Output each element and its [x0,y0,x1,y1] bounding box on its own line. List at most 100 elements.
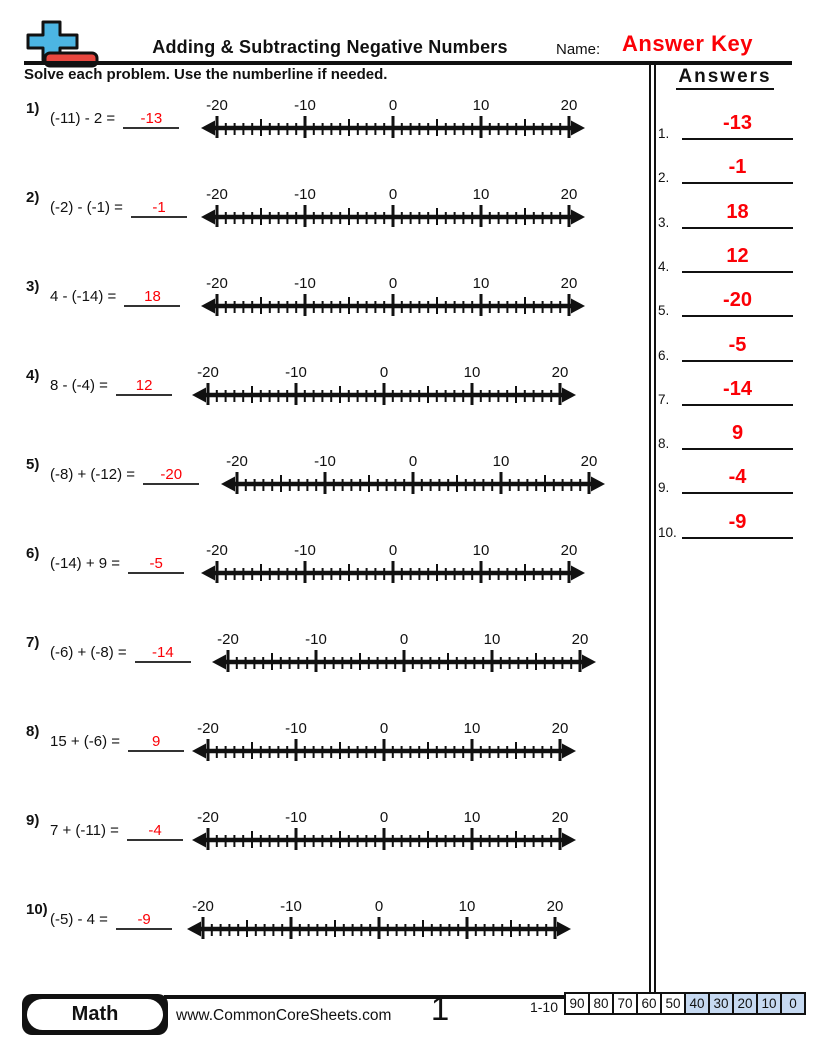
problem-equation: (-5) - 4 = -9 [50,911,173,930]
svg-text:10: 10 [473,275,490,292]
score-cell: 70 [612,994,636,1013]
answer-item: 5. -20 [656,287,796,321]
answer-item: 1. -13 [656,110,796,144]
svg-text:-20: -20 [226,453,248,470]
answer-number: 8. [658,436,670,452]
score-cell: 50 [660,994,684,1013]
answer-number: 2. [658,170,670,186]
numberline: -20 -10 0 10 20 [201,275,585,316]
svg-text:-20: -20 [206,186,228,203]
problem-answer: 9 [152,733,161,750]
svg-text:20: 20 [552,364,569,381]
svg-text:0: 0 [380,809,388,826]
problem-equation: 4 - (-14) = 18 [50,288,181,307]
svg-text:0: 0 [389,275,397,292]
problem-row: 2) (-2) - (-1) = -1 -20 -10 0 10 20 [0,184,656,250]
problem-expression: 15 + (-6) = [50,733,121,750]
svg-text:0: 0 [389,186,397,203]
problem-number: 7) [26,634,40,651]
problem-number: 4) [26,367,40,384]
problem-row: 10) (-5) - 4 = -9 -20 -10 0 10 20 [0,896,656,962]
problem-number: 10) [26,901,48,918]
svg-text:20: 20 [581,453,598,470]
answer-key-label: Answer Key [622,31,753,56]
problem-row: 3) 4 - (-14) = 18 -20 -10 0 10 20 [0,273,656,339]
problem-number: 5) [26,456,40,473]
problem-equation: (-8) + (-12) = -20 [50,466,200,485]
svg-text:-10: -10 [305,631,327,648]
problem-answer: -1 [152,199,166,216]
problem-equation: (-2) - (-1) = -1 [50,199,188,218]
numberline: -20 -10 0 10 20 [201,97,585,138]
problem-answer: 12 [135,377,153,394]
problem-expression: (-8) + (-12) = [50,466,136,483]
score-range-label: 1-10 [529,999,558,1015]
answer-blank: -1 [131,199,188,218]
instruction-text: Solve each problem. Use the numberline i… [24,66,388,83]
problem-expression: 8 - (-4) = [50,377,108,394]
problem-equation: (-6) + (-8) = -14 [50,644,191,663]
svg-text:20: 20 [561,275,578,292]
svg-text:10: 10 [464,364,481,381]
score-table: 90 80 70 60 50 40 30 20 10 0 [564,992,806,1015]
answer-blank-line: 18 [682,199,793,229]
subject-badge: Math [22,994,168,1035]
numberline: -20 -10 0 10 20 [192,809,576,850]
answer-blank: -20 [143,466,200,485]
answer-blank: -14 [134,644,191,663]
problem-answer: -5 [149,555,163,572]
svg-text:10: 10 [484,631,501,648]
numberline: -20 -10 0 10 20 [221,453,605,494]
answer-number: 5. [658,303,670,319]
problem-answer: -9 [137,911,151,928]
answer-item: 9. -4 [656,464,796,498]
svg-text:0: 0 [400,631,408,648]
problem-expression: (-2) - (-1) = [50,199,123,216]
problem-equation: 8 - (-4) = 12 [50,377,173,396]
svg-text:20: 20 [552,720,569,737]
svg-text:10: 10 [464,809,481,826]
score-cell: 90 [566,994,588,1013]
score-cell: 30 [708,994,732,1013]
problem-expression: (-11) - 2 = [50,110,116,127]
svg-text:20: 20 [572,631,589,648]
answer-blank: -13 [123,110,180,129]
answer-number: 9. [658,480,670,496]
problem-row: 9) 7 + (-11) = -4 -20 -10 0 10 20 [0,807,656,873]
problem-number: 8) [26,723,40,740]
problem-number: 2) [26,189,40,206]
answer-blank-line: 12 [682,243,793,273]
worksheet-title: Adding & Subtracting Negative Numbers [152,37,508,57]
answer-value: -4 [728,466,747,489]
score-cell: 60 [636,994,660,1013]
website-text: www.CommonCoreSheets.com [176,1007,392,1024]
answer-blank: 12 [116,377,173,396]
answer-value: -13 [723,112,752,134]
svg-text:20: 20 [547,898,564,915]
answer-value: -14 [723,377,752,400]
answer-blank-line: -4 [682,464,793,495]
svg-text:10: 10 [464,720,481,737]
problem-answer: -4 [148,822,162,839]
answer-item: 3. 18 [656,199,796,233]
problem-number: 1) [26,100,40,117]
answer-value: -20 [723,289,752,312]
svg-text:0: 0 [409,453,417,470]
svg-text:-10: -10 [280,898,302,915]
problem-row: 5) (-8) + (-12) = -20 -20 -10 0 10 20 [0,451,656,517]
score-cell: 0 [780,994,804,1013]
problem-expression: 4 - (-14) = [50,288,117,305]
page-number: 1 [430,990,450,1027]
numberline: -20 -10 0 10 20 [201,542,585,583]
problem-answer: -20 [160,466,183,483]
svg-text:0: 0 [389,542,397,559]
problem-equation: 7 + (-11) = -4 [50,822,184,841]
header-rule [24,61,792,65]
answer-blank: -4 [127,822,184,841]
problem-row: 6) (-14) + 9 = -5 -20 -10 0 10 20 [0,540,656,606]
answer-blank-line: -9 [682,509,793,539]
problem-row: 4) 8 - (-4) = 12 -20 -10 0 10 20 [0,362,656,428]
svg-text:-20: -20 [206,542,228,559]
name-label: Name: [556,41,601,58]
